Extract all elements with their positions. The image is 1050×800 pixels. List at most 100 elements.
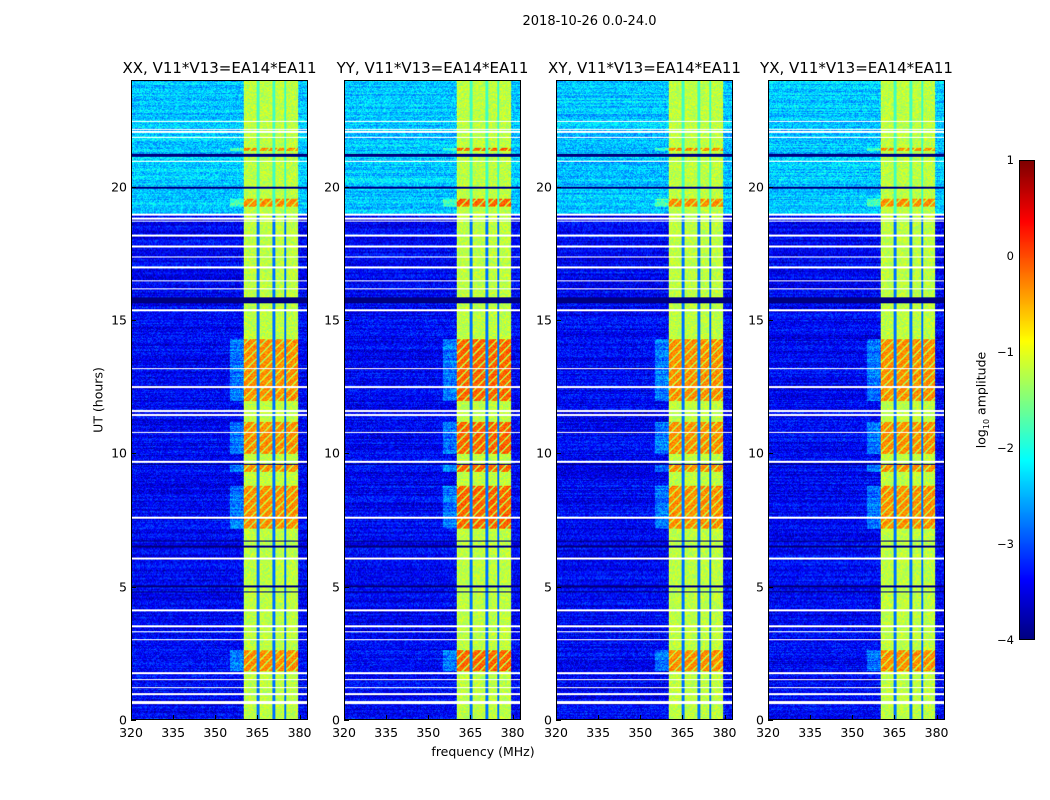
y-tick-mark xyxy=(344,720,349,721)
x-tick-label: 320 xyxy=(756,725,780,740)
colorbar-label-log: log xyxy=(973,429,989,449)
colorbar xyxy=(1019,160,1035,640)
y-tick-mark xyxy=(556,320,561,321)
x-tick-label: 335 xyxy=(586,725,611,740)
x-tick-mark xyxy=(215,715,217,720)
y-tick-mark xyxy=(768,720,773,721)
x-tick-mark xyxy=(257,715,259,720)
x-tick-mark xyxy=(470,715,472,720)
y-tick-label: 10 xyxy=(111,445,127,461)
x-tick-label: 365 xyxy=(245,725,270,740)
x-tick-mark xyxy=(640,715,642,720)
x-tick-label: 350 xyxy=(840,725,865,740)
y-tick-mark xyxy=(556,586,561,588)
y-tick-mark xyxy=(768,186,773,188)
spectrogram-heatmap xyxy=(132,81,307,719)
panel-title: YY, V11*V13=EA14*EA11 xyxy=(336,59,529,77)
spectrogram-panel xyxy=(131,80,308,720)
x-tick-mark xyxy=(936,715,938,720)
x-tick-label: 365 xyxy=(882,725,907,740)
x-tick-label: 320 xyxy=(119,725,143,740)
colorbar-tick-label: 1 xyxy=(1006,153,1014,167)
x-tick-label: 380 xyxy=(500,725,525,740)
x-tick-label: 350 xyxy=(416,725,441,740)
x-tick-mark xyxy=(852,715,854,720)
y-axis-label: UT (hours) xyxy=(90,367,106,433)
figure-title: 2018-10-26 0.0-24.0 xyxy=(522,14,657,29)
spectrogram-panel xyxy=(556,80,733,720)
x-axis-label: frequency (MHz) xyxy=(431,744,535,759)
x-tick-label: 350 xyxy=(628,725,653,740)
y-tick-mark xyxy=(344,453,349,455)
x-tick-label: 320 xyxy=(332,725,356,740)
y-tick-label: 0 xyxy=(332,712,340,728)
y-tick-label: 10 xyxy=(748,445,764,461)
x-tick-label: 350 xyxy=(203,725,228,740)
x-tick-mark xyxy=(724,715,726,720)
y-tick-mark xyxy=(768,320,773,321)
y-tick-label: 0 xyxy=(544,712,552,728)
y-tick-mark xyxy=(131,586,136,588)
y-tick-mark xyxy=(131,320,136,321)
colorbar-label-sub: 10 xyxy=(981,418,991,430)
y-tick-label: 20 xyxy=(324,179,340,195)
x-tick-mark xyxy=(131,715,132,720)
y-tick-label: 0 xyxy=(756,712,764,728)
y-tick-label: 5 xyxy=(544,579,552,595)
spectrogram-panel xyxy=(344,80,521,720)
y-tick-mark xyxy=(556,453,561,455)
y-tick-mark xyxy=(556,186,561,188)
y-tick-label: 15 xyxy=(748,312,764,328)
y-tick-mark xyxy=(131,186,136,188)
x-tick-label: 320 xyxy=(544,725,568,740)
y-tick-label: 15 xyxy=(111,312,127,328)
x-tick-mark xyxy=(598,715,600,720)
spectrogram-heatmap xyxy=(345,81,520,719)
y-tick-label: 20 xyxy=(536,179,552,195)
y-tick-mark xyxy=(768,453,773,455)
y-tick-label: 20 xyxy=(748,179,764,195)
y-tick-label: 15 xyxy=(536,312,552,328)
colorbar-tick-label: −4 xyxy=(997,633,1014,647)
y-tick-mark xyxy=(131,720,136,721)
x-tick-label: 365 xyxy=(458,725,483,740)
colorbar-tick-label: 0 xyxy=(1006,249,1014,263)
spectrogram-panel xyxy=(768,80,945,720)
colorbar-tick-label: −1 xyxy=(997,345,1014,359)
y-tick-mark xyxy=(131,453,136,455)
x-tick-mark xyxy=(299,715,301,720)
y-tick-mark xyxy=(556,720,561,721)
colorbar-label-rest: amplitude xyxy=(973,351,989,419)
colorbar-label: log10 amplitude xyxy=(973,352,991,448)
x-tick-mark xyxy=(682,715,684,720)
x-tick-mark xyxy=(173,715,175,720)
x-tick-mark xyxy=(344,715,345,720)
y-tick-mark xyxy=(344,186,349,188)
y-tick-label: 20 xyxy=(111,179,127,195)
x-tick-label: 335 xyxy=(161,725,186,740)
y-tick-label: 0 xyxy=(119,712,127,728)
panel-title: XY, V11*V13=EA14*EA11 xyxy=(548,59,741,77)
spectrogram-heatmap xyxy=(557,81,732,719)
y-tick-label: 5 xyxy=(756,579,764,595)
x-tick-label: 365 xyxy=(670,725,695,740)
y-tick-mark xyxy=(344,586,349,588)
y-tick-label: 5 xyxy=(332,579,340,595)
x-tick-label: 380 xyxy=(924,725,949,740)
x-tick-mark xyxy=(386,715,388,720)
colorbar-tick-label: −2 xyxy=(997,441,1014,455)
y-tick-label: 10 xyxy=(536,445,552,461)
panel-title: XX, V11*V13=EA14*EA11 xyxy=(122,59,317,77)
x-tick-label: 380 xyxy=(287,725,312,740)
colorbar-tick-label: −3 xyxy=(997,537,1014,551)
panel-title: YX, V11*V13=EA14*EA11 xyxy=(760,59,953,77)
x-tick-label: 335 xyxy=(374,725,399,740)
y-tick-label: 15 xyxy=(324,312,340,328)
x-tick-mark xyxy=(768,715,769,720)
y-tick-label: 10 xyxy=(324,445,340,461)
x-tick-mark xyxy=(428,715,430,720)
x-tick-mark xyxy=(810,715,812,720)
x-tick-mark xyxy=(556,715,557,720)
x-tick-label: 335 xyxy=(798,725,823,740)
spectrogram-heatmap xyxy=(769,81,944,719)
